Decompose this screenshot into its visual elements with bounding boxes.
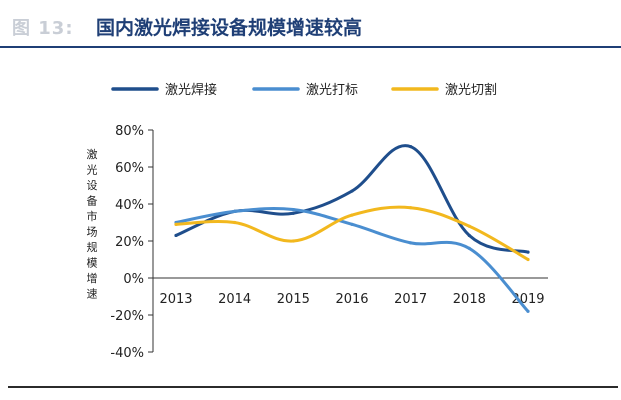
- data-point: [409, 241, 413, 245]
- data-point: [350, 222, 354, 226]
- data-point: [526, 250, 530, 254]
- y-tick-label: 80%: [115, 124, 144, 139]
- title-bar: 图 13: 国内激光焊接设备规模增速较高: [0, 0, 621, 50]
- legend-label: 激光打标: [306, 83, 358, 98]
- data-point: [526, 257, 530, 262]
- line-chart: 激光焊接 激光打标 激光切割 80% 60% 40% 20% 0% -20% -40% 2013…: [87, 82, 548, 361]
- x-tick-label: 2018: [453, 292, 486, 307]
- figure-label: 图 13:: [12, 18, 74, 39]
- bottom-divider: [8, 386, 618, 388]
- title-divider: [0, 46, 621, 48]
- data-point: [526, 309, 530, 313]
- page-title: 国内激光焊接设备规模增速较高: [96, 17, 363, 39]
- data-point: [467, 246, 471, 250]
- data-point: [409, 206, 413, 210]
- series-group: [174, 144, 530, 313]
- y-tick-label: 0%: [123, 272, 144, 287]
- data-point: [467, 233, 471, 238]
- x-tick-label: 2014: [218, 292, 251, 307]
- data-point: [291, 211, 295, 215]
- y-axis-label: 激光设备市场规模增速: [87, 147, 98, 301]
- legend-label: 激光切割: [445, 82, 497, 98]
- data-point: [350, 189, 354, 193]
- data-point: [291, 239, 295, 243]
- y-axis: 80% 60% 40% 20% 0% -20% -40%: [110, 124, 154, 361]
- x-axis: 2013 2014 2015 2016 2017 2018 2019: [153, 277, 548, 307]
- data-point: [467, 224, 471, 228]
- x-tick-label: 2013: [159, 292, 192, 307]
- chart-legend: 激光焊接 激光打标 激光切割: [111, 82, 497, 98]
- data-point: [350, 213, 354, 217]
- x-tick-label: 2017: [394, 292, 427, 307]
- y-tick-label: 40%: [115, 198, 144, 213]
- x-tick-label: 2016: [335, 292, 368, 307]
- data-point: [409, 145, 413, 149]
- y-tick-label: -20%: [110, 309, 144, 324]
- data-point: [233, 220, 237, 225]
- data-point: [233, 209, 237, 213]
- y-tick-label: -40%: [110, 346, 144, 361]
- legend-label: 激光焊接: [165, 82, 217, 98]
- data-point: [174, 233, 178, 238]
- data-point: [174, 222, 178, 226]
- y-tick-label: 60%: [115, 161, 144, 176]
- y-tick-label: 20%: [115, 235, 144, 250]
- data-point: [291, 207, 295, 212]
- x-tick-label: 2015: [277, 292, 310, 307]
- series-line-1: [174, 144, 530, 254]
